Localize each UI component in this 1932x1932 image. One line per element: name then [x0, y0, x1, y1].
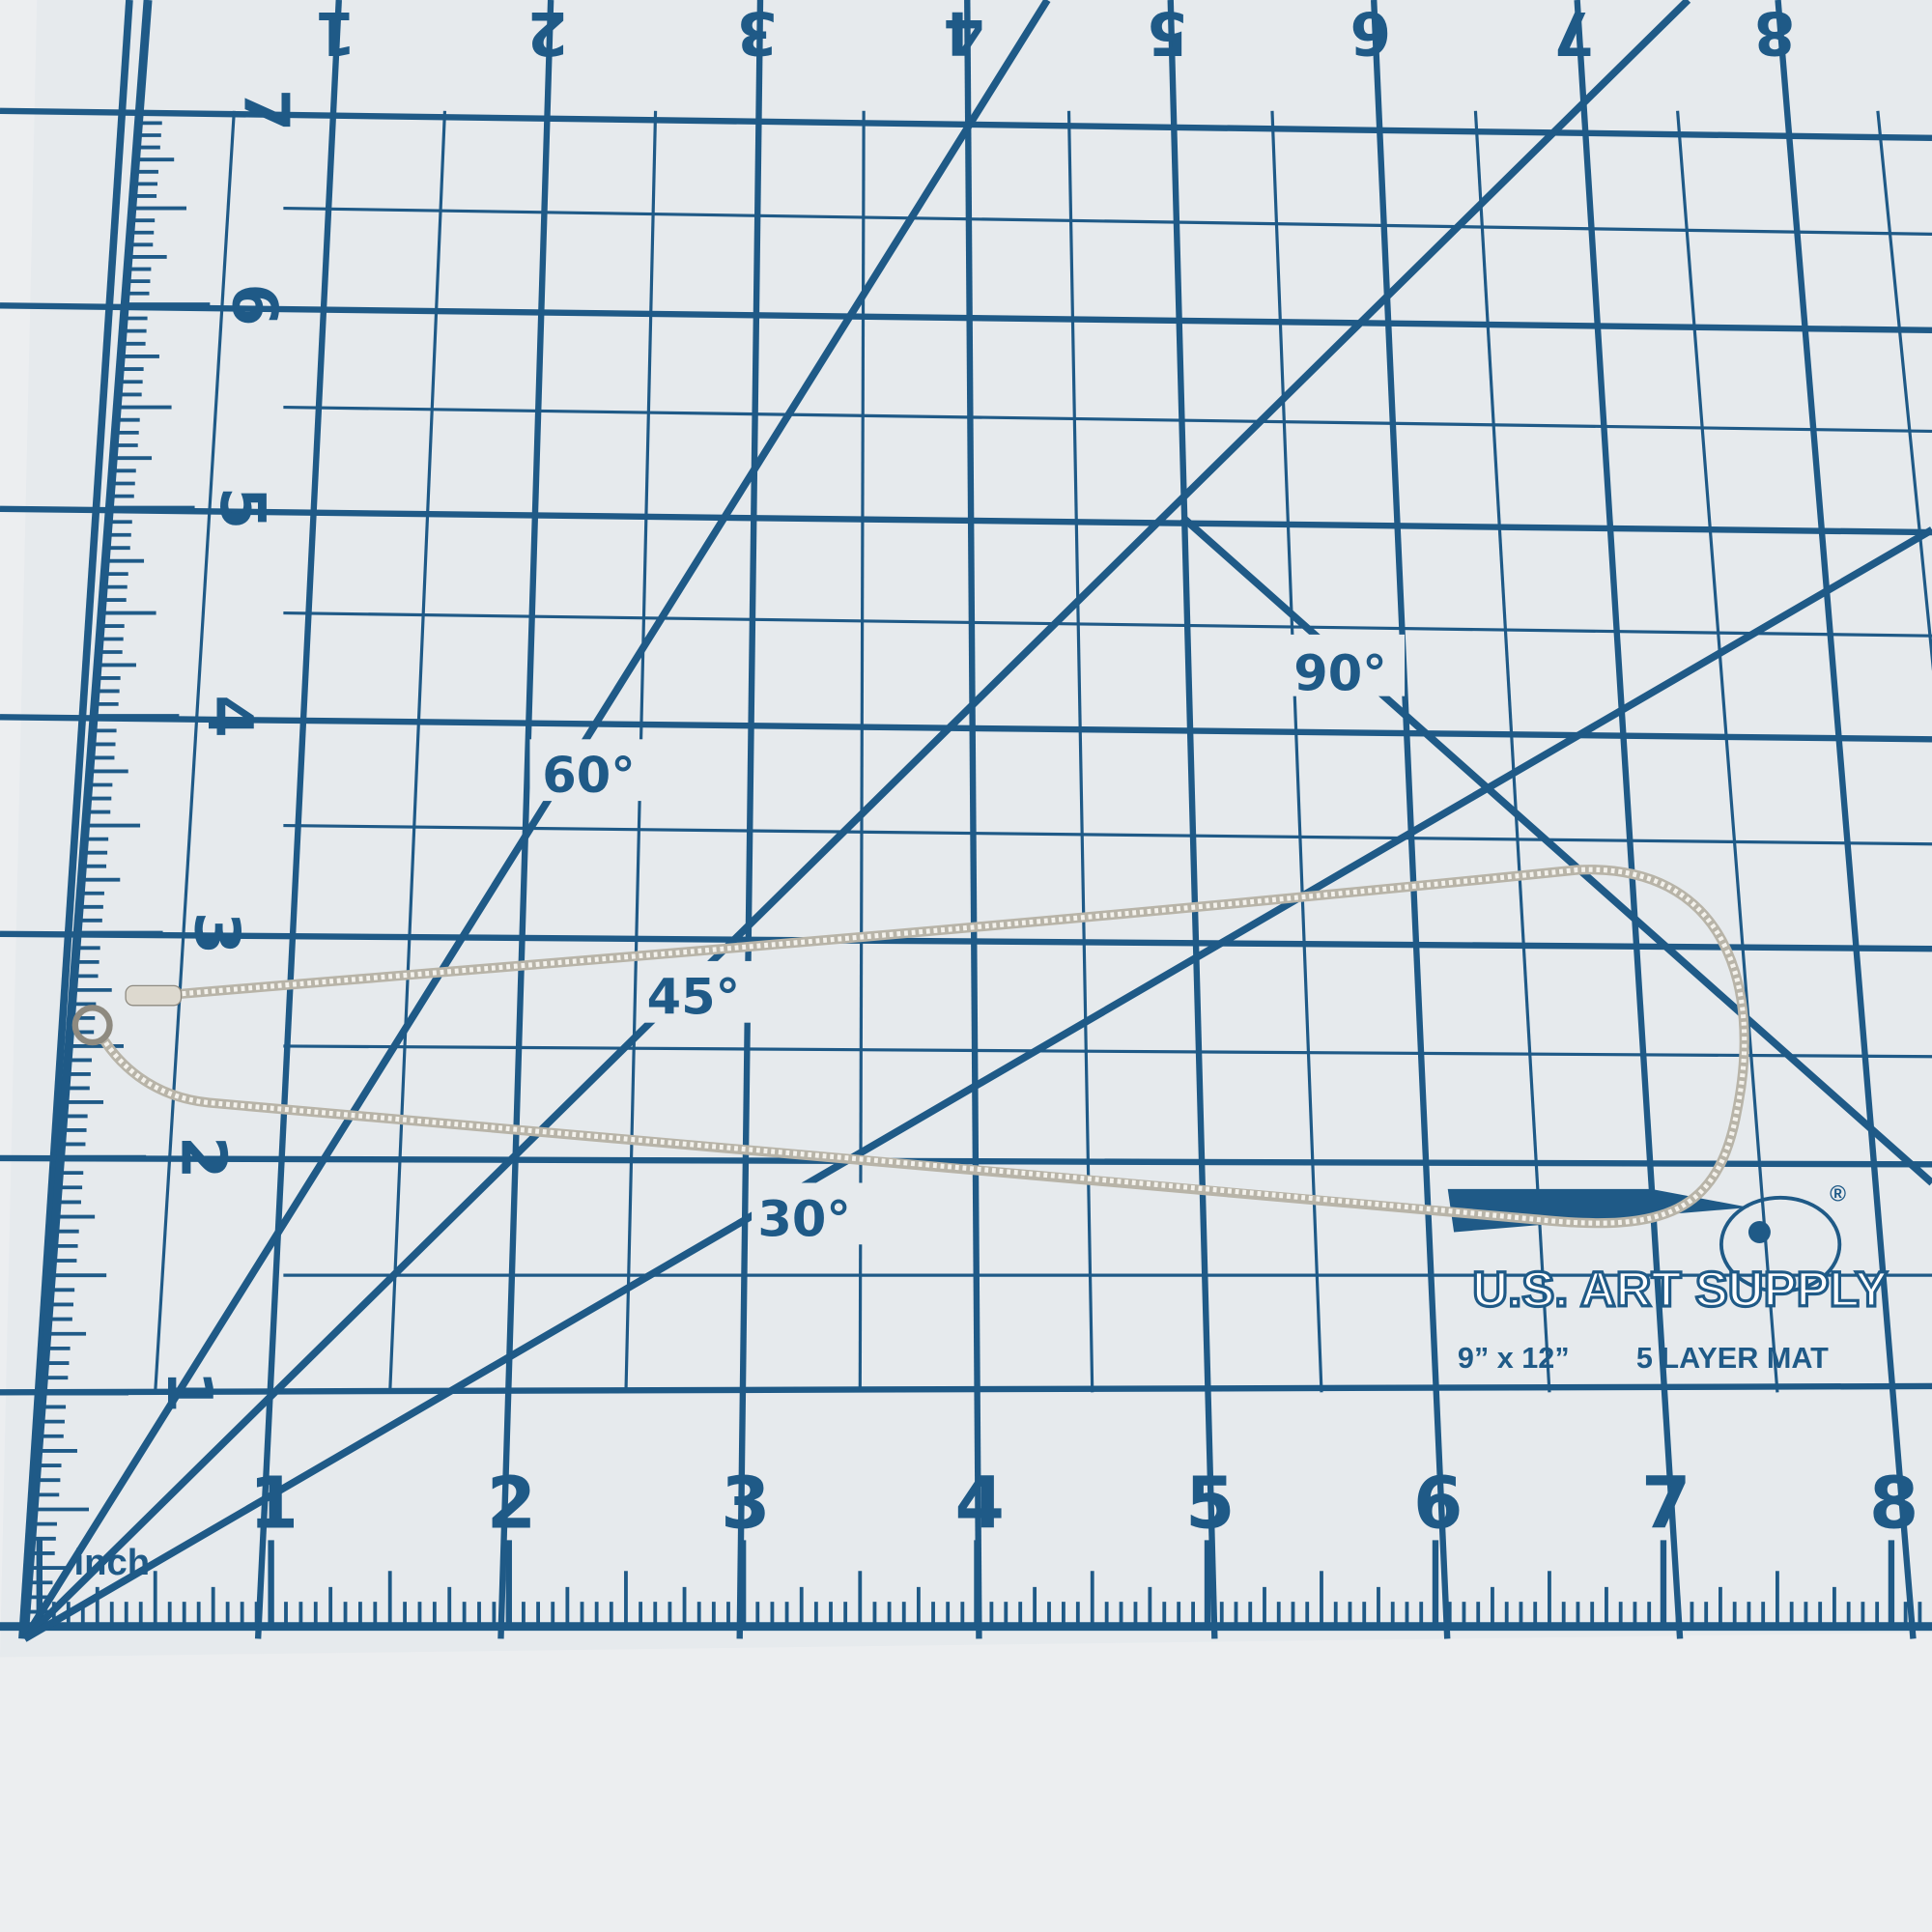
grid-line-vertical [1371, 0, 1451, 1639]
bottom-scale-label: 7 [1641, 1463, 1690, 1546]
mat-size: 9” x 12” [1458, 1342, 1570, 1375]
grid-line-vertical [1167, 0, 1218, 1639]
bottom-scale-label: 2 [487, 1463, 536, 1546]
spring-ring-clasp [71, 1005, 113, 1046]
bottom-scale-label: 4 [955, 1463, 1005, 1546]
grid-line-horizontal-minor [283, 1044, 1932, 1059]
necklace [71, 865, 1749, 1229]
bottom-scale-label: 5 [1185, 1463, 1235, 1546]
grid-line-horizontal [0, 714, 1932, 743]
grid-line-horizontal [0, 1382, 1932, 1396]
angle-label-30: 30° [757, 1191, 851, 1248]
ruler-edge-left [20, 0, 153, 1634]
angle-label-45: 45° [647, 970, 741, 1027]
angle-lines [21, 0, 1932, 1642]
left-scale-label: 7 [230, 89, 301, 131]
cutting-mat [0, 0, 1932, 1658]
bottom-scale-label: 1 [249, 1463, 298, 1546]
left-scale-label: 6 [217, 283, 289, 326]
bottom-scale-label: 8 [1869, 1463, 1918, 1546]
grid-line-vertical [497, 0, 554, 1639]
left-scale-label: 2 [167, 1136, 239, 1179]
grid-line-vertical [254, 0, 342, 1639]
clasp-tag [125, 984, 183, 1007]
grid-line-vertical [1775, 0, 1917, 1639]
brand-logo-text: U.S. ART SUPPLY [1472, 1262, 1888, 1317]
grid-line-vertical-minor [388, 110, 447, 1393]
grid-line-vertical-minor [1876, 110, 1932, 671]
line-30 [22, 526, 1932, 1642]
registered-mark: ® [1830, 1181, 1846, 1207]
palette-paint-icon [1747, 1221, 1771, 1243]
grid-line-vertical [964, 0, 982, 1639]
grid-line-vertical-minor [154, 110, 236, 1393]
left-scale-label: 3 [180, 912, 251, 954]
left-scale-label: 5 [206, 487, 277, 529]
mat-grid [0, 0, 1932, 1639]
grid-line-horizontal [0, 930, 1932, 952]
top-scale-label: 6 [1350, 0, 1391, 67]
angle-label-90: 90° [1293, 645, 1387, 702]
label-bg [1287, 634, 1406, 696]
top-scale-label: 5 [1147, 0, 1188, 67]
left-scale-label: 4 [193, 695, 265, 737]
bottom-scale-label: 3 [721, 1463, 770, 1546]
grid-line-horizontal-minor [283, 206, 1932, 236]
top-scale-label: 3 [736, 0, 778, 67]
mat-type: 5 LAYER MAT [1636, 1342, 1829, 1375]
palette-icon [1719, 1195, 1842, 1293]
top-scale-label: 4 [944, 0, 985, 67]
top-scale-label: 2 [526, 0, 568, 67]
grid-line-horizontal-minor [283, 405, 1932, 434]
grid-line-vertical-minor [858, 110, 866, 1393]
grid-line-vertical [736, 0, 764, 1639]
label-bg [529, 739, 647, 802]
grid-line-horizontal [0, 302, 1932, 334]
bottom-scale-label: 6 [1413, 1463, 1463, 1546]
label-bg [640, 960, 753, 1023]
grid-line-horizontal-minor [283, 823, 1932, 846]
unit-label: inch [74, 1542, 151, 1583]
grid-line-vertical [18, 0, 133, 1639]
left-scale-label: 1 [153, 1370, 224, 1412]
label-bg [752, 1182, 869, 1245]
top-scale-label: 1 [315, 0, 356, 67]
line-60 [21, 0, 1051, 1641]
chain-links [102, 867, 1747, 1226]
line-45 [21, 0, 1691, 1642]
top-scale-label: 8 [1754, 0, 1796, 67]
line-90 [1179, 514, 1932, 1186]
grid-line-horizontal-minor [283, 611, 1932, 638]
angle-label-60: 60° [542, 748, 636, 805]
grid-line-horizontal [0, 505, 1932, 536]
mat-rulers [20, 0, 1922, 1634]
top-scale-label: 7 [1553, 0, 1595, 67]
grid-line-vertical [1574, 0, 1684, 1639]
